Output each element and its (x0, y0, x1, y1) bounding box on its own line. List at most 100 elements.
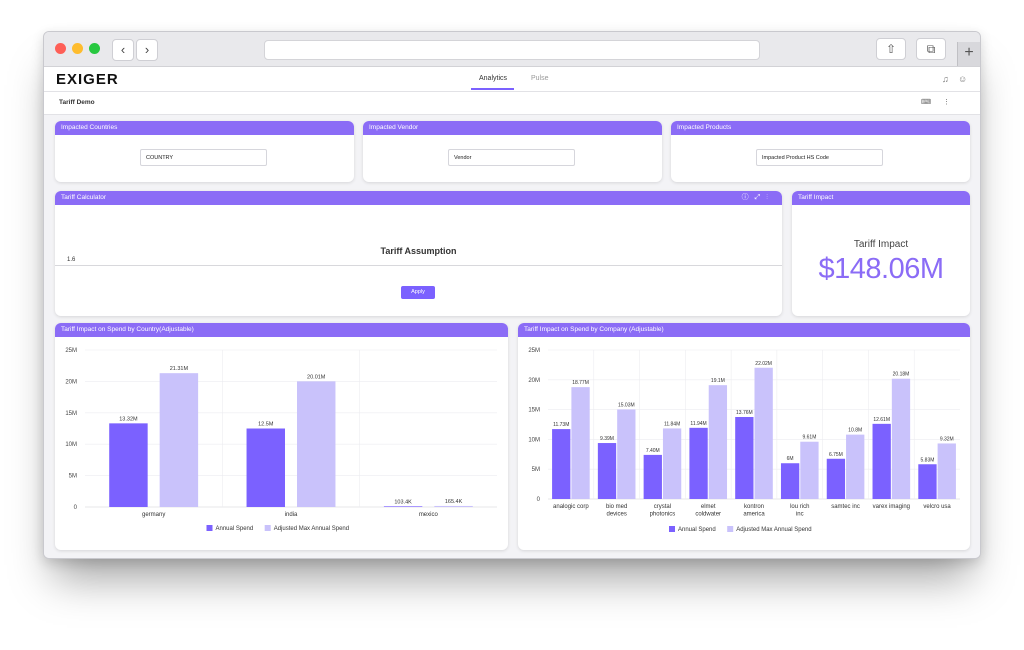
y-tick-label: 20M (528, 378, 540, 384)
legend-swatch (669, 526, 675, 532)
x-tick-label: samtec inc (831, 504, 860, 510)
expand-icon[interactable]: ⤢ (754, 194, 767, 201)
forward-button[interactable]: › (136, 39, 158, 61)
tariff-slider-value: 1.6 (67, 257, 76, 263)
bar[interactable] (597, 443, 617, 499)
vendor-filter-select[interactable]: Vendor (448, 149, 575, 166)
more-options-icon[interactable]: ⋮ (766, 194, 774, 201)
bar[interactable] (662, 428, 682, 499)
x-tick-label: crystal photonics (650, 504, 676, 518)
bar[interactable] (826, 458, 846, 499)
x-tick-label: germany (142, 512, 165, 518)
new-tab-button[interactable]: + (957, 42, 980, 66)
legend-swatch (264, 525, 271, 531)
share-icon[interactable]: ⇧ (876, 38, 906, 60)
y-tick-label: 25M (528, 348, 540, 354)
bar[interactable] (617, 409, 636, 499)
data-label: 20.01M (307, 374, 326, 380)
country-bar-chart: 0 5M 10M 15M 20M 25M 13.32M 21.31M germany 12.5M 2… (65, 348, 497, 532)
data-label: 11.73M (553, 422, 569, 428)
data-label: 11.94M (690, 421, 706, 427)
bar[interactable] (937, 443, 956, 499)
bar[interactable] (383, 506, 423, 507)
country-filter-select[interactable]: COUNTRY (140, 149, 267, 166)
data-label: 12.61M (873, 417, 890, 423)
tab-pulse[interactable]: Pulse (531, 75, 549, 82)
bar[interactable] (918, 464, 937, 499)
data-label: 6M (787, 456, 794, 462)
legend-label: Adjusted Max Annual Spend (736, 527, 811, 533)
bar[interactable] (735, 416, 754, 499)
back-button[interactable]: ‹ (112, 39, 134, 61)
data-label: 165.4K (445, 499, 463, 505)
x-tick-label: mexico (419, 512, 439, 518)
minimize-window-button[interactable] (72, 43, 83, 54)
x-tick-label: varex imaging (873, 504, 910, 510)
legend-label: Adjusted Max Annual Spend (274, 526, 349, 532)
user-icon[interactable]: ☺ (958, 74, 968, 84)
data-label: 9.61M (802, 435, 816, 441)
tab-analytics[interactable]: Analytics (479, 75, 508, 82)
y-tick-label: 0 (537, 497, 541, 503)
bar[interactable] (689, 427, 708, 499)
address-bar[interactable] (264, 40, 760, 60)
bar[interactable] (159, 373, 199, 507)
products-filter-select[interactable]: Impacted Product HS Code (756, 149, 883, 166)
x-tick-label: kontron america (743, 504, 765, 518)
card-title: Impacted Vendor (363, 121, 662, 135)
tariff-impact-value: $148.06M (818, 253, 945, 285)
bar[interactable] (571, 387, 590, 499)
bar[interactable] (246, 428, 285, 508)
card-title: Tariff Calculator ⓘ⤢⋮ (55, 191, 782, 205)
bar[interactable] (109, 423, 148, 507)
more-options-icon[interactable]: ⋮ (943, 99, 950, 106)
exiger-logo: EXIGER (56, 71, 119, 88)
browser-titlebar: ‹ › ⇧ ⧉ + (44, 32, 980, 67)
legend-label: Annual Spend (678, 527, 716, 533)
data-label: 21.31M (170, 366, 189, 372)
chart-title: Tariff Impact on Spend by Country(Adjust… (55, 323, 508, 337)
y-tick-label: 10M (528, 437, 540, 443)
bar[interactable] (434, 505, 473, 507)
data-label: 103.4K (394, 499, 412, 505)
bar[interactable] (800, 441, 819, 499)
bar[interactable] (846, 434, 865, 499)
info-icon[interactable]: ⓘ (741, 194, 755, 201)
maximize-window-button[interactable] (89, 43, 100, 54)
app-header: EXIGER Analytics Pulse ♫ ☺ (44, 67, 980, 92)
app: EXIGER Analytics Pulse ♫ ☺ Tariff Demo ⌨… (44, 67, 980, 558)
y-tick-label: 5M (532, 467, 540, 473)
bar[interactable] (754, 367, 773, 499)
tariff-slider[interactable] (55, 265, 782, 266)
tabs-overview-icon[interactable]: ⧉ (916, 38, 946, 60)
apply-button[interactable]: Apply (401, 286, 435, 299)
data-label: 7.40M (646, 448, 660, 454)
bar[interactable] (891, 378, 911, 499)
bar[interactable] (780, 463, 800, 499)
bar[interactable] (708, 385, 728, 499)
active-tab-indicator (471, 88, 514, 90)
data-label: 6.75M (829, 452, 843, 458)
bar[interactable] (552, 429, 571, 499)
data-label: 10.8M (848, 428, 862, 434)
data-label: 5.83M (921, 457, 935, 463)
tariff-impact-card: Tariff Impact Tariff Impact $148.06M (792, 191, 970, 316)
card-title: Tariff Impact (792, 191, 970, 205)
keyboard-icon[interactable]: ⌨ (921, 99, 932, 106)
x-tick-label: bio med devices (606, 504, 627, 518)
x-tick-label: velcro usa (923, 504, 951, 510)
data-label: 20.18M (893, 372, 910, 378)
dashboard-subheader: Tariff Demo ⌨ ⋮ (44, 92, 980, 115)
bar[interactable] (297, 381, 336, 507)
bar[interactable] (872, 423, 891, 499)
y-tick-label: 10M (65, 442, 77, 448)
impacted-countries-card: Impacted Countries COUNTRY (55, 121, 354, 182)
y-tick-label: 5M (69, 474, 77, 480)
close-window-button[interactable] (55, 43, 66, 54)
data-label: 9.32M (940, 436, 954, 442)
y-tick-label: 20M (65, 379, 77, 385)
bar[interactable] (643, 454, 662, 499)
y-tick-label: 15M (528, 408, 540, 414)
legend-label: Annual Spend (216, 526, 254, 532)
bell-icon[interactable]: ♫ (942, 74, 949, 84)
